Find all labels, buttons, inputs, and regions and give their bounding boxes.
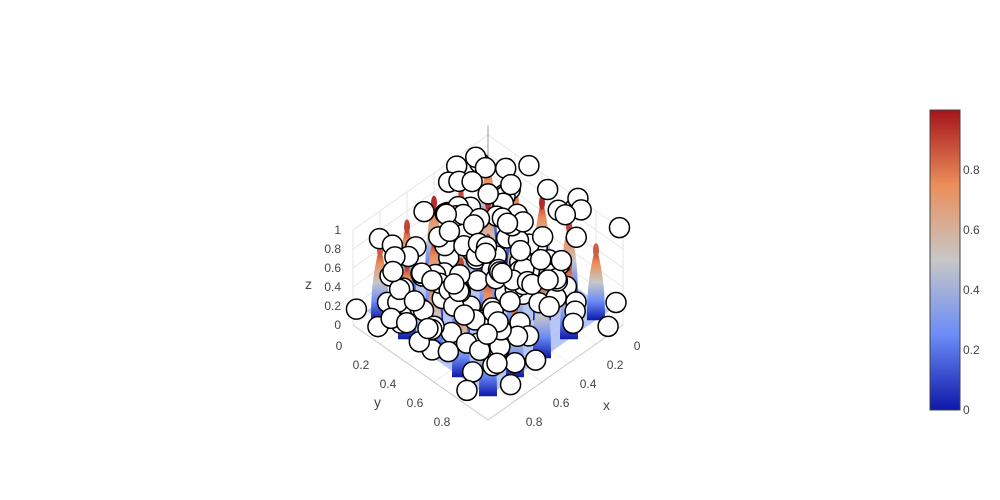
y-axis-title: y bbox=[374, 394, 381, 410]
scatter-marker bbox=[500, 173, 522, 196]
scatter-marker bbox=[550, 249, 573, 272]
scatter-marker bbox=[499, 373, 522, 396]
y-tick-label: 0 bbox=[336, 339, 343, 353]
scatter-marker bbox=[504, 351, 526, 374]
scatter-marker bbox=[529, 248, 552, 271]
z-tick-label: 0.8 bbox=[324, 242, 341, 256]
surface-peak-tip bbox=[593, 243, 599, 258]
scatter-marker bbox=[536, 178, 559, 201]
scatter-marker bbox=[537, 269, 559, 291]
x-tick-label: 0.6 bbox=[553, 396, 570, 410]
x-tick-label: 0 bbox=[634, 339, 641, 353]
scatter-marker bbox=[518, 154, 540, 177]
scatter-marker bbox=[554, 203, 577, 226]
x-tick-label: 0.2 bbox=[607, 358, 624, 372]
scatter-marker bbox=[538, 295, 560, 318]
scatter-marker bbox=[461, 170, 483, 193]
y-tick-label: 0.2 bbox=[353, 358, 370, 372]
scatter-marker bbox=[476, 323, 498, 345]
scatter-marker bbox=[403, 290, 426, 312]
z-axis-title: z bbox=[305, 276, 312, 292]
scatter-marker bbox=[597, 315, 619, 338]
scatter-marker bbox=[509, 239, 532, 262]
y-tick-label: 0.4 bbox=[380, 377, 397, 391]
colorbar-tick-label: 0.6 bbox=[963, 223, 980, 237]
z-tick-label: 0.4 bbox=[324, 280, 341, 294]
scatter-marker bbox=[491, 262, 513, 285]
scatter-marker bbox=[608, 216, 631, 239]
x-axis-title: x bbox=[603, 397, 610, 413]
colorbar-tick-label: 0 bbox=[963, 403, 970, 417]
colorbar-tick-label: 0.4 bbox=[963, 283, 980, 297]
scatter-marker bbox=[345, 298, 368, 320]
scatter-marker bbox=[605, 291, 627, 314]
scatter-marker bbox=[524, 349, 547, 371]
z-tick-label: 0 bbox=[334, 318, 341, 332]
y-axis-line bbox=[352, 324, 489, 421]
scatter-marker bbox=[461, 361, 484, 383]
scatter-marker bbox=[531, 225, 554, 248]
z-tick-label: 1 bbox=[334, 223, 341, 237]
colorbar-ticks: 0 0.2 0.4 0.6 0.8 bbox=[963, 163, 980, 417]
x-tick-label: 0.8 bbox=[526, 415, 543, 429]
colorbar-tick-label: 0.8 bbox=[963, 163, 980, 177]
scatter-marker bbox=[486, 352, 508, 375]
scatter-marker bbox=[477, 183, 499, 205]
scatter-marker bbox=[421, 269, 443, 292]
axis-ticks: 0 0.2 0.4 0.6 0.8 0 0.2 0.4 0.6 0.8 0 0.2 0.4 0.6 0.8 1 bbox=[324, 223, 640, 429]
z-tick-label: 0.2 bbox=[324, 299, 341, 313]
scatter-marker bbox=[443, 273, 465, 295]
scatter-marker bbox=[466, 269, 489, 292]
z-tick-label: 0.6 bbox=[324, 261, 341, 275]
colorbar: 0 0.2 0.4 0.6 0.8 bbox=[929, 109, 980, 417]
x-tick-label: 0.4 bbox=[580, 377, 597, 391]
y-tick-label: 0.8 bbox=[434, 415, 451, 429]
y-tick-label: 0.6 bbox=[407, 396, 424, 410]
surface-peak bbox=[587, 244, 605, 321]
x-axis-line bbox=[487, 324, 624, 421]
scatter-marker bbox=[413, 200, 435, 223]
scatter-marker bbox=[456, 379, 478, 402]
surface-peak-tip bbox=[404, 219, 410, 234]
scatter-marker bbox=[474, 242, 497, 264]
scatter-marker bbox=[395, 311, 418, 334]
scatter-marker bbox=[417, 317, 439, 340]
scatter-marker bbox=[474, 156, 497, 179]
scatter-marker bbox=[437, 340, 460, 363]
scatter-marker bbox=[499, 290, 521, 313]
scatter-marker bbox=[462, 214, 485, 236]
scatter-marker bbox=[453, 304, 475, 326]
grid-line bbox=[352, 134, 489, 231]
scatter-marker bbox=[382, 260, 404, 283]
scatter-markers bbox=[345, 146, 631, 402]
colorbar-tick-label: 0.2 bbox=[963, 343, 980, 357]
scatter-marker bbox=[496, 212, 519, 235]
scatter-marker bbox=[562, 312, 584, 335]
scatter-marker bbox=[565, 226, 588, 249]
scatter-marker bbox=[438, 220, 461, 243]
colorbar-gradient bbox=[929, 109, 961, 411]
